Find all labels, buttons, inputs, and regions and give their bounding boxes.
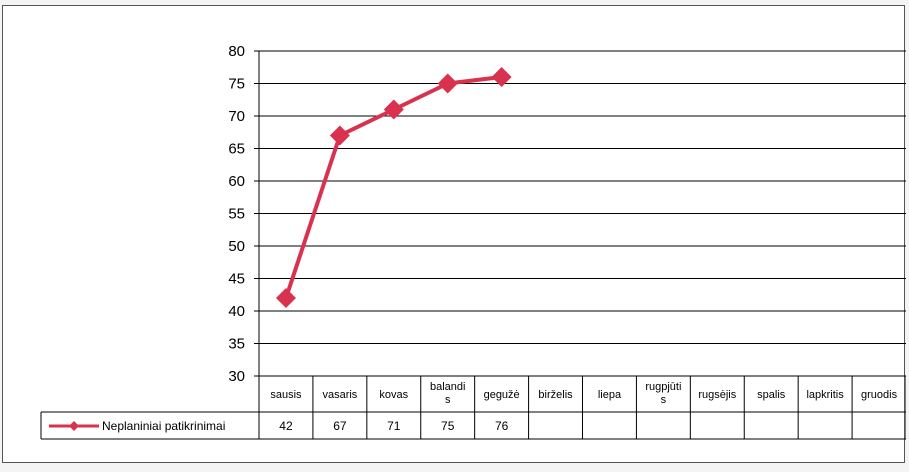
table-value-label: 67 <box>333 419 347 433</box>
legend-label: Neplaniniai patikrinimai <box>102 419 225 433</box>
y-tick-label: 40 <box>228 303 245 320</box>
category-label: rugpjūti s <box>645 381 681 406</box>
y-tick-label: 65 <box>228 141 245 158</box>
category-label: balandi s <box>430 381 465 406</box>
y-tick-label: 45 <box>228 271 245 288</box>
category-label: spalis <box>757 389 786 401</box>
data-point-marker <box>437 73 458 94</box>
category-label: vasaris <box>322 389 357 401</box>
category-label: lapkritis <box>806 389 844 401</box>
category-label: gruodis <box>861 389 898 401</box>
y-tick-label: 60 <box>228 173 245 190</box>
table-value-label: 42 <box>279 419 293 433</box>
y-tick-label: 55 <box>228 206 245 223</box>
y-tick-label: 30 <box>228 368 245 385</box>
data-point-marker <box>383 99 404 120</box>
category-label: rugsėjis <box>698 389 736 401</box>
data-point-marker <box>491 67 512 87</box>
line-chart: 30 35 40 45 50 55 60 65 70 75 80 sausis vasaris kova… <box>40 43 906 440</box>
category-label: kovas <box>379 389 408 401</box>
chart-frame: 30 35 40 45 50 55 60 65 70 75 80 sausis vasaris kova… <box>2 5 906 463</box>
category-label: sausis <box>270 389 302 401</box>
y-tick-label: 50 <box>228 238 245 255</box>
category-label: gegužė <box>484 389 520 401</box>
y-tick-label: 80 <box>228 43 245 60</box>
table-value-label: 71 <box>387 419 401 433</box>
y-tick-label: 75 <box>228 76 245 93</box>
table-value-label: 76 <box>495 419 509 433</box>
y-tick-label: 35 <box>228 336 245 353</box>
category-label: liepa <box>598 389 622 401</box>
legend-marker <box>69 421 79 431</box>
table-value-label: 75 <box>441 419 455 433</box>
data-point-marker <box>275 288 296 308</box>
category-label: birželis <box>538 389 573 401</box>
data-point-marker <box>329 125 350 146</box>
y-tick-label: 70 <box>228 108 245 125</box>
